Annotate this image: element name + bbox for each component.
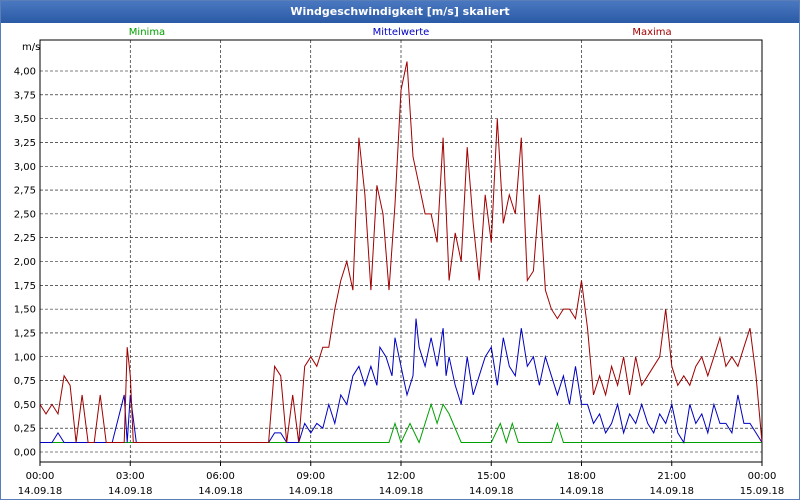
series-lines xyxy=(39,61,763,445)
y-tick-label: 3,25 xyxy=(14,138,36,149)
x-tick-time-label: 00:00 xyxy=(748,471,777,482)
y-tick-label: 0,50 xyxy=(14,400,36,411)
y-tick-label: 0,75 xyxy=(14,376,36,387)
y-axis-label: m/s xyxy=(22,42,40,53)
y-tick-label: 2,50 xyxy=(14,209,36,220)
x-tick-date-label: 14.09.18 xyxy=(469,486,514,497)
y-tick-label: 2,75 xyxy=(14,186,36,197)
x-tick-time-label: 00:00 xyxy=(26,471,55,482)
x-tick-date-label: 15.09.18 xyxy=(740,486,785,497)
y-tick-label: 0,00 xyxy=(14,448,36,459)
chart-title: Windgeschwindigkeit [m/s] skaliert xyxy=(290,5,510,18)
x-axis-ticks: 00:00 14.09.18 03:00 14.09.18 06:00 14.09.18 0… xyxy=(18,462,785,497)
legend-entry-maxima: Maxima xyxy=(632,27,671,38)
legend-entry-mittelwerte: Mittelwerte xyxy=(373,27,430,38)
x-tick-time-label: 09:00 xyxy=(296,471,325,482)
x-tick-time-label: 15:00 xyxy=(477,471,506,482)
y-tick-label: 1,00 xyxy=(14,352,36,363)
y-tick-label: 4,00 xyxy=(14,67,36,78)
legend: Minima Mittelwerte Maxima xyxy=(129,27,672,38)
x-tick-time-label: 12:00 xyxy=(387,471,416,482)
y-tick-label: 1,25 xyxy=(14,328,36,339)
y-tick-label: 0,25 xyxy=(14,424,36,435)
x-tick-date-label: 14.09.18 xyxy=(649,486,694,497)
x-tick-date-label: 14.09.18 xyxy=(108,486,153,497)
title-bar: Windgeschwindigkeit [m/s] skaliert xyxy=(1,1,799,23)
y-axis-ticks: 0,00 0,25 0,50 0,75 1,00 1,25 1,50 1,75 2,00 2,25… xyxy=(14,67,36,459)
x-tick-date-label: 14.09.18 xyxy=(559,486,604,497)
y-tick-label: 2,00 xyxy=(14,257,36,268)
y-tick-label: 2,25 xyxy=(14,233,36,244)
x-tick-time-label: 03:00 xyxy=(116,471,145,482)
x-tick-date-label: 14.09.18 xyxy=(198,486,243,497)
y-tick-label: 3,00 xyxy=(14,162,36,173)
x-tick-date-label: 14.09.18 xyxy=(379,486,424,497)
series-line-mittelwerte xyxy=(40,318,763,444)
y-tick-label: 1,50 xyxy=(14,305,36,316)
x-tick-time-label: 18:00 xyxy=(567,471,596,482)
x-tick-date-label: 14.09.18 xyxy=(18,486,63,497)
series-line-maxima xyxy=(39,61,763,443)
x-tick-date-label: 14.09.18 xyxy=(288,486,333,497)
y-tick-label: 3,50 xyxy=(14,114,36,125)
y-tick-label: 1,75 xyxy=(14,281,36,292)
legend-entry-minima: Minima xyxy=(129,27,165,38)
x-tick-time-label: 21:00 xyxy=(657,471,686,482)
y-tick-label: 3,75 xyxy=(14,90,36,101)
grid-lines xyxy=(40,40,762,462)
x-tick-time-label: 06:00 xyxy=(206,471,235,482)
